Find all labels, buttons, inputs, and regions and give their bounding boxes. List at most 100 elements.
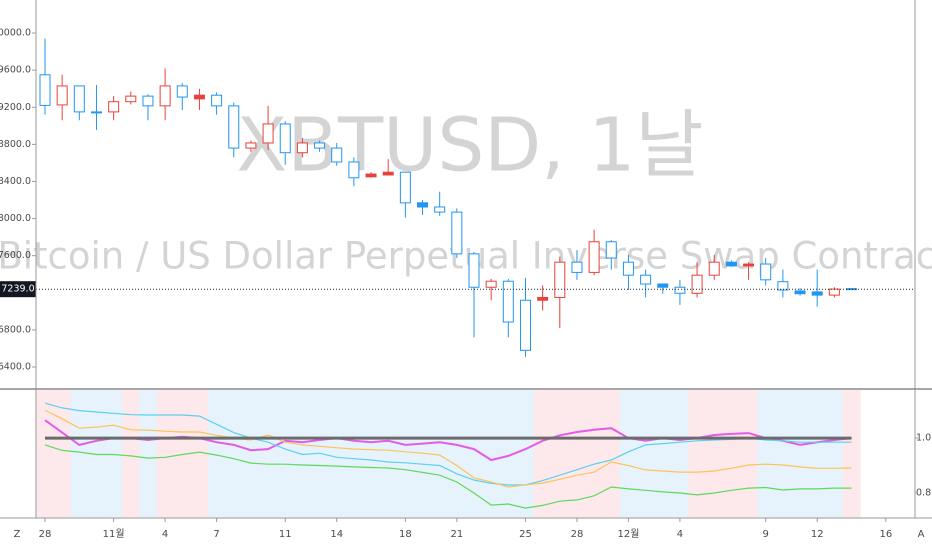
regime-band (482, 390, 501, 518)
candle-body (605, 241, 617, 259)
regime-band (825, 390, 844, 518)
candle-body (640, 274, 652, 285)
candle-body (348, 161, 360, 179)
candle-body (142, 95, 154, 107)
x-tick-label: 25 (519, 529, 532, 540)
candle-body (193, 94, 205, 100)
candle-body (176, 85, 188, 98)
regime-band (671, 390, 689, 518)
x-tick-label: 16 (879, 529, 892, 540)
candle-body (468, 253, 480, 288)
candle-body (228, 105, 240, 149)
x-tick-label: 9 (763, 529, 769, 540)
y-tick-label: 9600.0 (0, 65, 31, 76)
indicator-line (44, 444, 852, 509)
regime-band (310, 390, 329, 518)
candle-body (622, 261, 634, 276)
candle-body (382, 171, 394, 176)
x-tick-label: 28 (571, 529, 584, 540)
candle-body (725, 261, 737, 267)
candle-body (125, 95, 137, 103)
regime-band (276, 390, 295, 518)
regime-band (448, 390, 466, 518)
candle-body (811, 291, 823, 296)
y-tick-label: 8800.0 (0, 139, 31, 150)
x-tick-label: 4 (162, 529, 168, 540)
x-tick-label: 4 (677, 529, 683, 540)
candle-body (417, 202, 429, 208)
candle-body (211, 94, 223, 107)
regime-band (654, 390, 672, 518)
x-tick-label: 12월 (617, 528, 639, 540)
candle-body (451, 211, 463, 255)
regime-band (791, 390, 810, 518)
regime-band (705, 390, 724, 518)
regime-band (637, 390, 655, 518)
regime-band (225, 390, 243, 518)
indicator-pane: 1.0 0.8 (44, 402, 931, 509)
candle-body (73, 85, 85, 113)
indicator-background (36, 390, 861, 518)
y-tick-label: 0.8 (916, 488, 931, 499)
regime-band (757, 390, 775, 518)
candle-body (245, 142, 257, 149)
regime-band (413, 390, 432, 518)
candle-body (39, 74, 51, 106)
candle-body (108, 101, 120, 113)
y-tick-label: 7600.0 (0, 250, 31, 261)
regime-band (259, 390, 278, 518)
regime-band (379, 390, 398, 518)
last-price-label: 7239.0 (1, 284, 34, 295)
x-tick-label: 21 (450, 529, 463, 540)
regime-band (122, 390, 140, 518)
candle-body (777, 281, 789, 291)
y-tick-label: 6400.0 (0, 362, 31, 373)
time-axis: 28 11월 4 7 11 14 18 21 25 28 12월 4 9 12 16 (39, 518, 892, 540)
candle-body (708, 261, 720, 276)
regime-band (345, 390, 363, 518)
candle-body (262, 123, 274, 144)
x-tick-label: 12 (811, 529, 824, 540)
candle-body (554, 261, 566, 298)
auto-scale-button[interactable]: Z (14, 529, 21, 540)
y-tick-label: 1.0 (916, 433, 931, 444)
candle-body (399, 171, 411, 204)
x-tick-label: 18 (399, 529, 412, 540)
regime-band (190, 390, 209, 518)
candle-body (760, 263, 772, 281)
last-price-tag (0, 281, 36, 298)
regime-band (156, 390, 175, 518)
regime-band (585, 390, 604, 518)
candle-body (502, 280, 514, 323)
candle-body (674, 286, 686, 294)
regime-band (551, 390, 569, 518)
regime-band (808, 390, 827, 518)
regime-band (139, 390, 158, 518)
candle-body (159, 85, 171, 107)
y-tick-label: 10000.0 (0, 28, 31, 39)
regime-band (842, 390, 861, 518)
auto-button[interactable]: A (918, 529, 925, 540)
candle-body (828, 288, 840, 296)
regime-band (431, 390, 449, 518)
regime-band (602, 390, 621, 518)
regime-band (688, 390, 707, 518)
candle-body (434, 206, 446, 213)
candle-body (314, 142, 326, 149)
candle-body (90, 111, 102, 114)
regime-band (36, 390, 55, 518)
indicator-line (44, 409, 852, 488)
candle-body (485, 280, 497, 288)
candle-body (56, 85, 68, 106)
candle-body (691, 274, 703, 294)
candle-body (794, 290, 806, 295)
x-tick-label: 7 (213, 529, 219, 540)
candle-body (588, 241, 600, 273)
candle-body (279, 123, 291, 154)
regime-band (242, 390, 260, 518)
regime-band (739, 390, 758, 518)
regime-band (516, 390, 535, 518)
price-pane: 6400.06800.07200.07600.08000.08400.08800… (0, 28, 915, 373)
watermark-description: Bitcoin / US Dollar Perpetual Inverse Sw… (0, 235, 932, 278)
y-tick-label: 8000.0 (0, 213, 31, 224)
